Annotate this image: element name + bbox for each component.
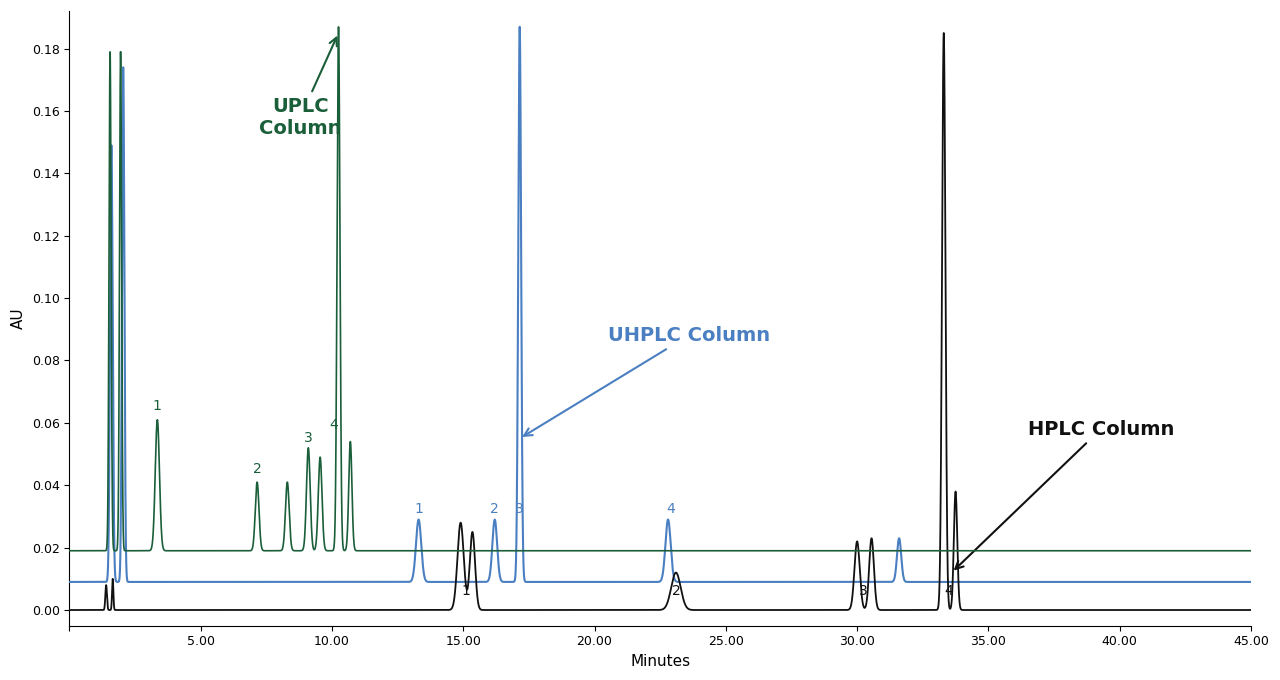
Text: 4: 4 [667,503,675,516]
Text: 3: 3 [859,583,868,598]
Text: 1: 1 [152,399,161,413]
Text: 3: 3 [303,430,312,445]
Text: 2: 2 [490,503,499,516]
Text: 4: 4 [945,583,954,598]
Text: 4: 4 [329,418,338,432]
Text: HPLC Column: HPLC Column [955,420,1174,569]
Text: UHPLC Column: UHPLC Column [524,326,769,436]
Text: 3: 3 [516,503,524,516]
Text: UPLC
Column: UPLC Column [260,37,342,137]
Text: 2: 2 [672,583,680,598]
Y-axis label: AU: AU [12,307,26,329]
X-axis label: Minutes: Minutes [630,654,690,669]
Text: 1: 1 [415,503,424,516]
Text: 2: 2 [252,462,261,476]
Text: 1: 1 [461,583,470,598]
